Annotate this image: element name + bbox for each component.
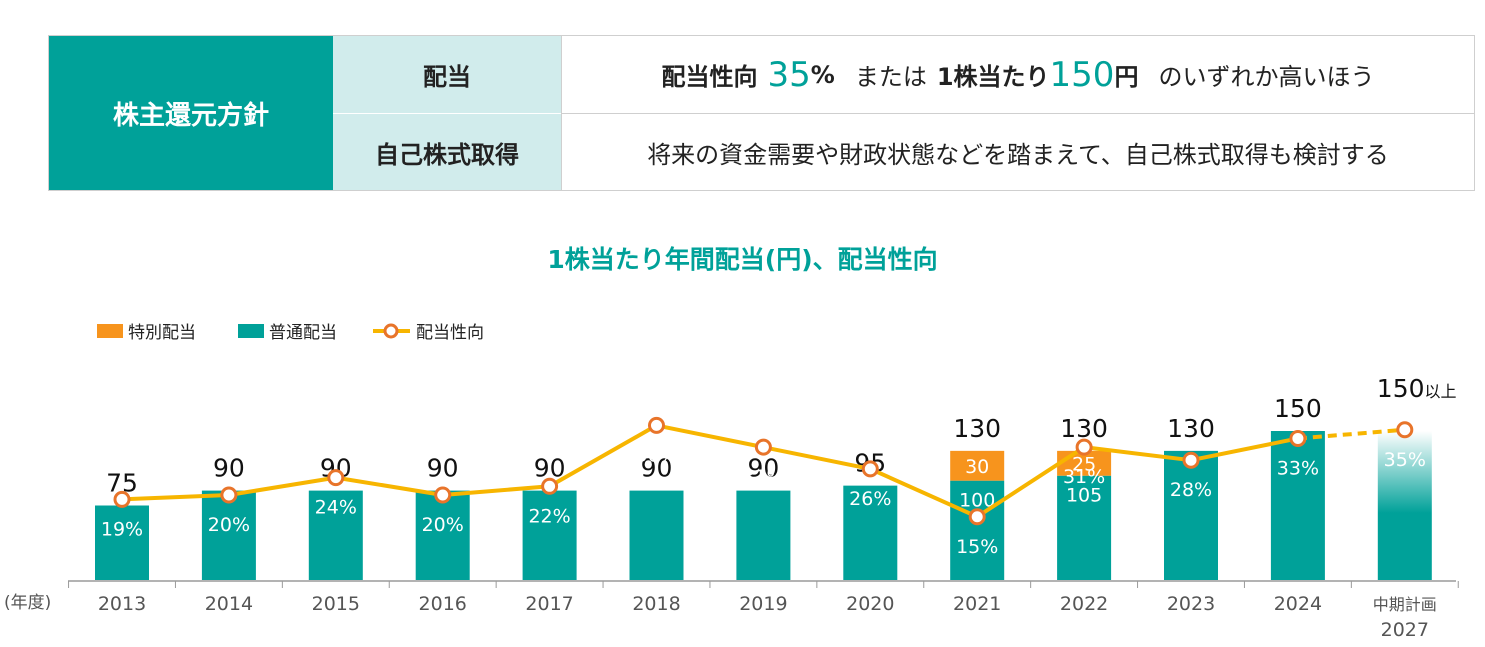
payout-ratio-point bbox=[541, 477, 559, 495]
x-tick-label: 2019 bbox=[739, 593, 787, 615]
bar-ordinary-dividend bbox=[843, 485, 898, 580]
payout-ratio-label: 19% bbox=[101, 518, 143, 540]
dividend-row-value: 配当性向 35 % または 1株当たり 150 円 のいずれか高いほう bbox=[561, 36, 1474, 114]
total-dividend-label: 130 bbox=[953, 414, 1001, 443]
legend-ordinary-label: 普通配当 bbox=[269, 323, 337, 343]
bar-planned-dividend bbox=[1377, 431, 1432, 580]
ordinary-dividend-label: 100 bbox=[959, 490, 995, 512]
total-dividend-label: 150 bbox=[1274, 394, 1322, 423]
payout-ratio-label: 33% bbox=[1277, 457, 1319, 479]
x-tick-label: 2022 bbox=[1060, 593, 1108, 615]
payout-ratio-label: 35% bbox=[1384, 449, 1426, 471]
payout-ratio-point bbox=[861, 460, 879, 478]
bar-ordinary-dividend bbox=[1164, 450, 1218, 580]
payout-ratio-label: 31% bbox=[742, 466, 784, 488]
total-dividend-label: 90 bbox=[427, 454, 459, 483]
bar-ordinary-dividend bbox=[1270, 431, 1325, 580]
percent-sign: % bbox=[810, 60, 835, 89]
bar-ordinary-dividend bbox=[736, 490, 791, 580]
total-dividend-label: 90 bbox=[747, 454, 779, 483]
payout-ratio-label: 31% bbox=[1063, 466, 1105, 488]
x-tick-label: 2016 bbox=[419, 593, 467, 615]
payout-ratio-point bbox=[754, 438, 772, 456]
per-share-number: 150 bbox=[1049, 54, 1115, 95]
payout-ratio-point bbox=[113, 490, 131, 508]
x-tick-label: 2015 bbox=[312, 593, 360, 615]
payout-ratio-point bbox=[1396, 421, 1414, 439]
bar-ordinary-dividend bbox=[1057, 475, 1112, 580]
legend-ratio-point bbox=[383, 323, 399, 339]
legend-ratio-label: 配当性向 bbox=[416, 323, 484, 343]
payout-ratio-number: 35 bbox=[767, 54, 811, 95]
buyback-row-label: 自己株式取得 bbox=[333, 114, 561, 190]
bar-ordinary-dividend bbox=[950, 480, 1005, 580]
policy-heading: 株主還元方針 bbox=[49, 36, 333, 190]
special-dividend-label: 25 bbox=[1072, 453, 1096, 475]
payout-ratio-point bbox=[220, 486, 238, 504]
total-dividend-label: 150以上 bbox=[1377, 374, 1457, 403]
chart-title: 1株当たり年間配当(円)、配当性向 bbox=[547, 245, 938, 274]
total-dividend-label: 90 bbox=[641, 454, 673, 483]
payout-ratio-point bbox=[434, 486, 452, 504]
yen-sign: 円 bbox=[1114, 63, 1139, 91]
shareholder-return-policy-table: 株主還元方針 配当 配当性向 35 % または 1株当たり 150 円 のいずれ… bbox=[48, 35, 1475, 191]
x-tick-label: 2021 bbox=[953, 593, 1001, 615]
bar-ordinary-dividend bbox=[201, 490, 256, 580]
payout-ratio-label: 22% bbox=[528, 505, 570, 527]
per-share-text: 1株当たり bbox=[936, 63, 1050, 91]
x-tick-label: 2020 bbox=[846, 593, 894, 615]
x-tick-label: 2018 bbox=[632, 593, 680, 615]
x-tick-label: 2014 bbox=[205, 593, 253, 615]
payout-ratio-line bbox=[121, 423, 1299, 519]
total-dividend-label: 130 bbox=[1060, 414, 1108, 443]
payout-ratio-point bbox=[1182, 451, 1200, 469]
legend-ordinary-swatch bbox=[238, 324, 264, 338]
payout-ratio-label: 24% bbox=[315, 497, 357, 519]
bar-special-dividend bbox=[950, 450, 1005, 481]
bar-ordinary-dividend bbox=[308, 490, 363, 580]
bar-ordinary-dividend bbox=[415, 490, 470, 580]
payout-ratio-label: 36% bbox=[635, 444, 677, 466]
buyback-row-value: 将来の資金需要や財政状態などを踏まえて、自己株式取得も検討する bbox=[561, 114, 1474, 190]
x-tick-label: 2013 bbox=[98, 593, 146, 615]
x-tick-label: 2024 bbox=[1274, 593, 1322, 615]
payout-ratio-label: 20% bbox=[422, 514, 464, 536]
x-tick-label: 2023 bbox=[1167, 593, 1215, 615]
ordinary-dividend-label: 105 bbox=[1066, 485, 1102, 507]
bar-ordinary-dividend bbox=[522, 490, 577, 580]
payout-ratio-line-planned bbox=[1297, 427, 1405, 441]
bar-ordinary-dividend bbox=[629, 490, 684, 580]
x-axis-unit-label: (年度) bbox=[4, 593, 51, 613]
x-tick-label-line1: 中期計画 bbox=[1373, 595, 1437, 614]
dividend-row-label: 配当 bbox=[333, 36, 561, 114]
payout-ratio-point bbox=[968, 508, 986, 526]
total-suffix: 以上 bbox=[1425, 382, 1457, 401]
total-dividend-label: 90 bbox=[213, 454, 245, 483]
total-dividend-label: 130 bbox=[1167, 414, 1215, 443]
total-dividend-label: 90 bbox=[534, 454, 566, 483]
payout-ratio-label: 26% bbox=[849, 488, 891, 510]
legend-special-swatch bbox=[97, 324, 123, 338]
payout-ratio-label: 20% bbox=[208, 514, 250, 536]
payout-ratio-label: 28% bbox=[1170, 479, 1212, 501]
whichever-higher-text: のいずれか高いほう bbox=[1158, 63, 1375, 91]
payout-ratio-point bbox=[1075, 438, 1093, 456]
legend-special-label: 特別配当 bbox=[128, 323, 196, 343]
or-text: または bbox=[854, 63, 927, 91]
x-tick-label-line2: 2027 bbox=[1381, 619, 1429, 641]
x-tick-label: 2017 bbox=[525, 593, 573, 615]
payout-ratio-point bbox=[327, 469, 345, 487]
special-dividend-label: 30 bbox=[965, 456, 989, 478]
bar-ordinary-dividend bbox=[95, 505, 149, 580]
payout-ratio-label: 15% bbox=[956, 536, 998, 558]
payout-ratio-point bbox=[1289, 429, 1307, 447]
payout-ratio-point bbox=[648, 416, 665, 434]
payout-ratio-text: 配当性向 bbox=[661, 63, 758, 91]
